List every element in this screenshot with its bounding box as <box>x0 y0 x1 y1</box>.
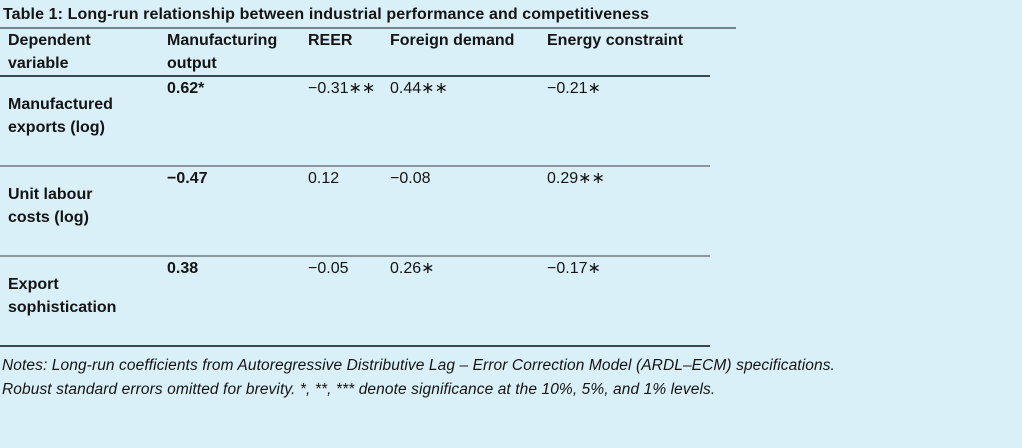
row-label-line: costs (log) <box>8 209 89 226</box>
row-label-unit-labour-costs: Unit labour costs (log) <box>0 166 167 256</box>
coefficient-value: −0.08 <box>390 170 431 187</box>
table-header: Dependent variable Manufacturing output … <box>0 29 710 77</box>
row-label-line: Export <box>8 276 59 293</box>
notes-line: Robust standard errors omitted for brevi… <box>2 381 716 398</box>
column-header-dependent-variable: Dependent variable <box>0 29 167 77</box>
table-row: Unit labour costs (log) −0.47 0.12 −0.08… <box>0 166 710 256</box>
table-body: Manufactured exports (log) 0.62* −0.31∗∗… <box>0 76 710 346</box>
header-line: Energy constraint <box>547 32 684 49</box>
coefficients-table: Dependent variable Manufacturing output … <box>0 29 710 347</box>
row-label-line: Manufactured <box>8 96 113 113</box>
header-row: Dependent variable Manufacturing output … <box>0 29 710 77</box>
coefficient-value: 0.62* <box>167 80 205 97</box>
table-notes: Notes: Long-run coefficients from Autore… <box>0 354 1022 402</box>
row-label-export-sophistication: Export sophistication <box>0 256 167 346</box>
column-header-foreign-demand: Foreign demand <box>390 29 547 77</box>
header-line: Foreign demand <box>390 32 515 49</box>
column-header-energy-constraint: Energy constraint <box>547 29 710 77</box>
header-line: REER <box>308 32 353 49</box>
coefficient-value: 0.38 <box>167 260 199 277</box>
table-row: Manufactured exports (log) 0.62* −0.31∗∗… <box>0 76 710 166</box>
coefficient-value: −0.05 <box>308 260 349 277</box>
header-line: variable <box>8 55 69 72</box>
table-title: Table 1: Long-run relationship between i… <box>0 3 736 29</box>
header-line: output <box>167 55 217 72</box>
header-line: Manufacturing <box>167 32 278 49</box>
table-row: Export sophistication 0.38 −0.05 0.26∗ −… <box>0 256 710 346</box>
coefficient-value: −0.21∗ <box>547 80 601 97</box>
row-label-line: Unit labour <box>8 186 93 203</box>
notes-line: Notes: Long-run coefficients from Autore… <box>2 357 835 374</box>
coefficient-value: 0.26∗ <box>390 260 435 277</box>
row-label-manufactured-exports: Manufactured exports (log) <box>0 76 167 166</box>
column-header-manufacturing-output: Manufacturing output <box>167 29 308 77</box>
coefficient-value: −0.47 <box>167 170 208 187</box>
coefficient-value: 0.12 <box>308 170 340 187</box>
row-label-line: exports (log) <box>8 119 105 136</box>
coefficient-value: 0.29∗∗ <box>547 170 605 187</box>
header-line: Dependent <box>8 32 91 49</box>
column-header-reer: REER <box>308 29 390 77</box>
row-label-line: sophistication <box>8 299 117 316</box>
coefficient-value: −0.17∗ <box>547 260 601 277</box>
coefficient-value: −0.31∗∗ <box>308 80 376 97</box>
coefficient-value: 0.44∗∗ <box>390 80 448 97</box>
